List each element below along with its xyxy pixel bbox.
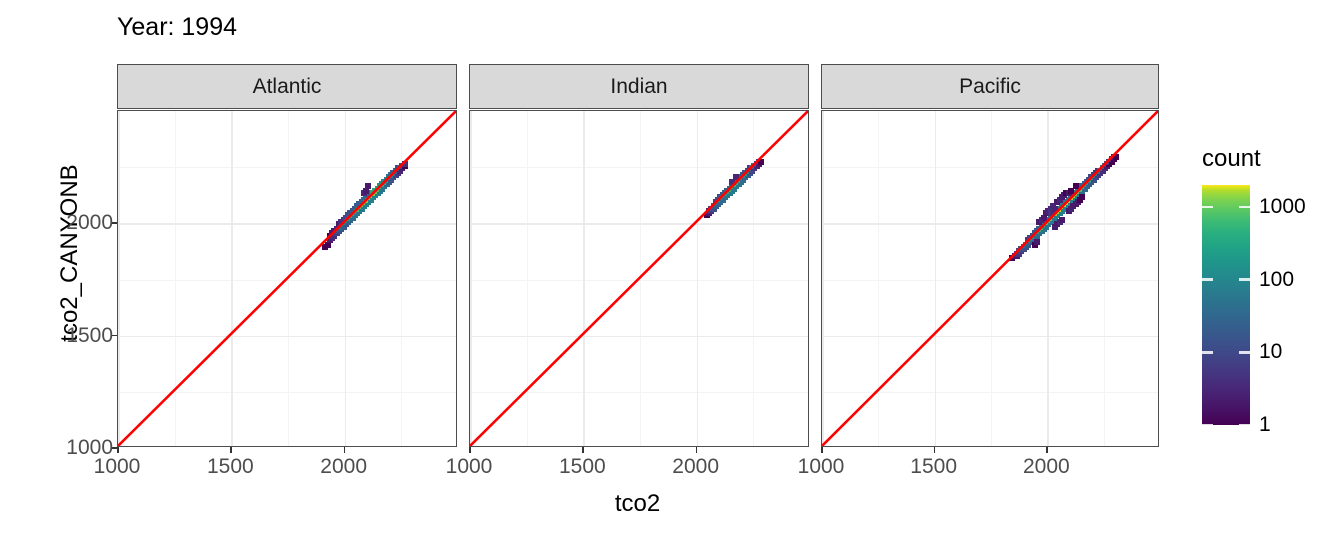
x-tick-label: 1000: [797, 455, 845, 478]
grid-major-horizontal: [118, 335, 456, 338]
grid-minor-vertical: [288, 111, 289, 446]
grid-minor-vertical: [526, 111, 528, 446]
x-tick-label: 1500: [558, 455, 606, 478]
x-tick-mark: [343, 447, 346, 453]
x-tick-mark: [469, 447, 471, 453]
legend-tick-label: 1000: [1259, 194, 1306, 218]
grid-major-vertical: [822, 111, 824, 446]
grid-minor-horizontal: [470, 391, 808, 393]
panel-atlantic: [117, 110, 457, 447]
y-axis-title: tco2_CANYONB: [56, 164, 83, 342]
heatmap-bin: [1040, 214, 1047, 221]
heatmap-bin: [1058, 216, 1065, 223]
heatmap-bin: [733, 174, 740, 181]
grid-minor-horizontal: [470, 279, 808, 281]
facet-strip-label: Pacific: [959, 74, 1021, 98]
y-tick-label: 1500: [66, 323, 113, 347]
legend-tick-mark: [1239, 278, 1250, 281]
grid-minor-vertical: [640, 111, 641, 446]
page-title: Year: 1994: [117, 13, 238, 41]
grid-major-horizontal: [118, 223, 456, 225]
grid-major-horizontal: [470, 223, 808, 225]
y-tick-mark: [112, 334, 118, 337]
legend-tick-mark: [1239, 205, 1250, 209]
legend-colorbar: [1202, 185, 1250, 425]
grid-minor-horizontal: [822, 391, 1158, 393]
grid-minor-horizontal: [822, 279, 1158, 281]
x-tick-mark: [1046, 447, 1048, 453]
x-tick-label: 1000: [93, 455, 141, 478]
heatmap-bin: [1034, 239, 1041, 246]
heatmap-bin: [758, 158, 765, 165]
legend-tick-mark: [1202, 350, 1213, 354]
facet-strip-pacific: Pacific: [821, 64, 1159, 109]
legend-tick-mark: [1202, 278, 1213, 281]
heatmap-bin: [1072, 183, 1079, 190]
x-tick-mark: [695, 447, 698, 453]
grid-major-vertical: [344, 111, 347, 446]
x-axis-title: tco2: [614, 490, 661, 517]
heatmap-bin: [1079, 194, 1086, 201]
grid-major-vertical: [934, 111, 937, 446]
grid-major-vertical: [470, 111, 472, 446]
legend-tick-mark: [1202, 205, 1213, 209]
legend-tick-mark: [1239, 350, 1250, 354]
legend-tick-label: 10: [1259, 340, 1283, 364]
heatmap-bin: [1113, 154, 1120, 161]
facet-strip-label: Indian: [610, 74, 668, 98]
grid-major-vertical: [231, 111, 233, 446]
legend-title: count: [1202, 145, 1261, 172]
legend-tick-mark: [1239, 423, 1250, 427]
y-tick-mark: [112, 222, 118, 224]
x-tick-label: 1500: [206, 455, 254, 478]
facet-strip-label: Atlantic: [252, 74, 322, 98]
x-tick-mark: [821, 447, 823, 453]
grid-major-horizontal: [822, 335, 1158, 338]
facet-strip-atlantic: Atlantic: [117, 64, 457, 109]
x-tick-mark: [230, 447, 232, 453]
grid-major-horizontal: [822, 223, 1158, 225]
grid-minor-vertical: [878, 111, 880, 446]
y-tick-label: 1000: [66, 436, 113, 459]
y-tick-mark: [112, 447, 118, 449]
heatmap-bin: [1052, 205, 1059, 212]
grid-minor-horizontal: [118, 279, 456, 281]
y-tick-label: 2000: [66, 211, 113, 235]
grid-major-vertical: [118, 111, 120, 446]
legend-tick-label: 1: [1259, 413, 1271, 436]
x-tick-label: 1000: [445, 455, 493, 478]
grid-minor-vertical: [174, 111, 176, 446]
panel-indian: [469, 110, 809, 447]
x-tick-label: 2000: [1022, 455, 1070, 478]
heatmap-bin: [401, 160, 408, 167]
legend-tick-label: 100: [1259, 267, 1295, 291]
grid-major-horizontal: [470, 335, 808, 338]
x-tick-label: 2000: [672, 455, 720, 478]
grid-major-vertical: [583, 111, 585, 446]
grid-minor-horizontal: [118, 391, 456, 393]
x-tick-mark: [117, 447, 119, 453]
x-tick-label: 2000: [320, 455, 368, 478]
x-tick-mark: [582, 447, 584, 453]
heatmap-bin: [363, 187, 370, 194]
legend-tick-mark: [1202, 423, 1213, 427]
x-tick-mark: [933, 447, 936, 453]
grid-major-vertical: [1047, 111, 1049, 446]
panel-pacific: [821, 110, 1159, 447]
grid-minor-vertical: [991, 111, 992, 446]
x-tick-label: 1500: [910, 455, 958, 478]
grid-major-vertical: [696, 111, 699, 446]
facet-strip-indian: Indian: [469, 64, 809, 109]
